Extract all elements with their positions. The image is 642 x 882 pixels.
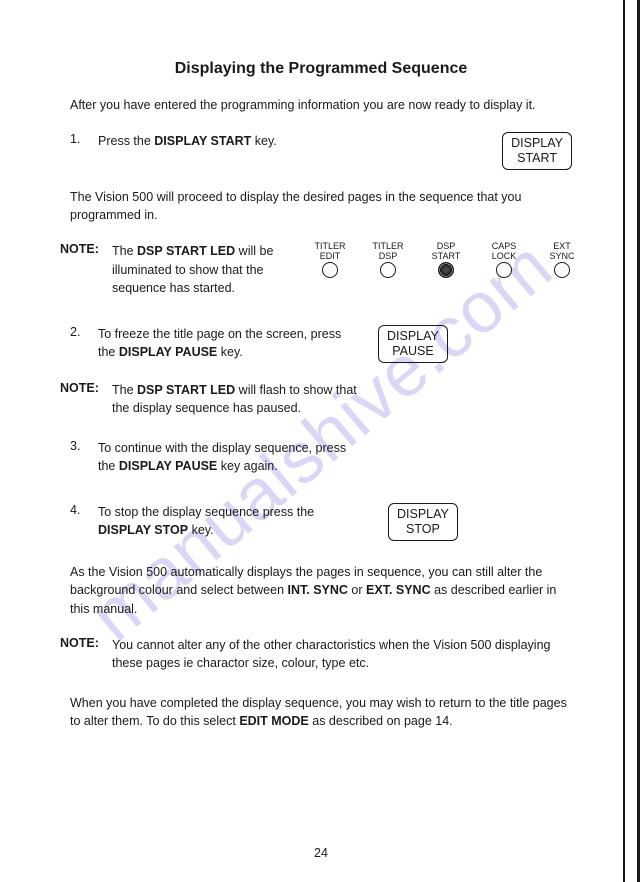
led-label-line: EDIT	[320, 251, 341, 261]
paragraph: As the Vision 500 automatically displays…	[70, 563, 572, 617]
step-number: 3.	[70, 439, 98, 453]
note-text: The DSP START LED will be illuminated to…	[112, 242, 292, 296]
led-panel: TITLEREDIT TITLERDSP DSPSTART CAPSLOCK E…	[310, 242, 582, 278]
scan-edge	[623, 0, 640, 882]
paragraph: The Vision 500 will proceed to display t…	[70, 188, 572, 224]
page-title: Displaying the Programmed Sequence	[50, 60, 592, 78]
note-label: NOTE:	[60, 636, 112, 650]
step-2: 2. To freeze the title page on the scree…	[70, 325, 572, 363]
keycap-line1: DISPLAY	[511, 136, 563, 151]
note-text: You cannot alter any of the other charac…	[112, 636, 582, 672]
step-4: 4. To stop the display sequence press th…	[70, 503, 572, 541]
led-indicator	[380, 262, 396, 278]
keycap-display-start: DISPLAY START	[502, 132, 572, 170]
step-text: To stop the display sequence press the D…	[98, 503, 358, 539]
keycap-line1: DISPLAY	[387, 329, 439, 344]
led-dsp-start: DSPSTART	[426, 242, 466, 278]
note-3: NOTE: You cannot alter any of the other …	[60, 636, 582, 672]
step-1: 1. Press the DISPLAY START key. DISPLAY …	[70, 132, 572, 170]
key-name: DISPLAY STOP	[98, 523, 188, 537]
led-indicator	[496, 262, 512, 278]
text: or	[348, 583, 366, 597]
text: The	[112, 244, 137, 258]
keycap-line2: STOP	[397, 522, 449, 537]
led-indicator	[554, 262, 570, 278]
step-number: 1.	[70, 132, 98, 146]
step-text: Press the DISPLAY START key.	[98, 132, 472, 150]
term: EDIT MODE	[239, 714, 308, 728]
note-label: NOTE:	[60, 381, 112, 395]
intro-text: After you have entered the programming i…	[70, 96, 572, 114]
note-1: NOTE: The DSP START LED will be illumina…	[60, 242, 582, 296]
keycap-display-pause: DISPLAY PAUSE	[378, 325, 448, 363]
led-label-line: LOCK	[492, 251, 517, 261]
text: key again.	[217, 459, 277, 473]
key-name: DISPLAY PAUSE	[119, 459, 217, 473]
led-ext-sync: EXTSYNC	[542, 242, 582, 278]
text: The	[112, 383, 137, 397]
text: Press the	[98, 134, 154, 148]
led-indicator	[322, 262, 338, 278]
text: key.	[251, 134, 276, 148]
led-titler-edit: TITLEREDIT	[310, 242, 350, 278]
step-3: 3. To continue with the display sequence…	[70, 439, 572, 475]
page-number: 24	[0, 846, 642, 860]
term: EXT. SYNC	[366, 583, 431, 597]
led-label-line: DSP	[379, 251, 398, 261]
led-titler-dsp: TITLERDSP	[368, 242, 408, 278]
led-indicator-lit	[438, 262, 454, 278]
key-name: DISPLAY PAUSE	[119, 345, 217, 359]
step-text: To freeze the title page on the screen, …	[98, 325, 348, 361]
keycap-line1: DISPLAY	[397, 507, 449, 522]
step-number: 4.	[70, 503, 98, 517]
led-caps-lock: CAPSLOCK	[484, 242, 524, 278]
keycap-line2: PAUSE	[387, 344, 439, 359]
note-2: NOTE: The DSP START LED will flash to sh…	[60, 381, 582, 417]
key-name: DISPLAY START	[154, 134, 251, 148]
note-text: The DSP START LED will flash to show tha…	[112, 381, 372, 417]
keycap-display-stop: DISPLAY STOP	[388, 503, 458, 541]
step-number: 2.	[70, 325, 98, 339]
step-text: To continue with the display sequence, p…	[98, 439, 358, 475]
text: key.	[188, 523, 213, 537]
text: as described on page 14.	[309, 714, 453, 728]
term: INT. SYNC	[288, 583, 348, 597]
led-label-line: START	[432, 251, 461, 261]
note-label: NOTE:	[60, 242, 112, 256]
text: key.	[217, 345, 242, 359]
led-name: DSP START LED	[137, 244, 235, 258]
led-label-line: SYNC	[549, 251, 574, 261]
closing-paragraph: When you have completed the display sequ…	[70, 694, 572, 730]
text: To stop the display sequence press the	[98, 505, 314, 519]
led-name: DSP START LED	[137, 383, 235, 397]
manual-page: Displaying the Programmed Sequence After…	[0, 0, 642, 882]
keycap-line2: START	[511, 151, 563, 166]
